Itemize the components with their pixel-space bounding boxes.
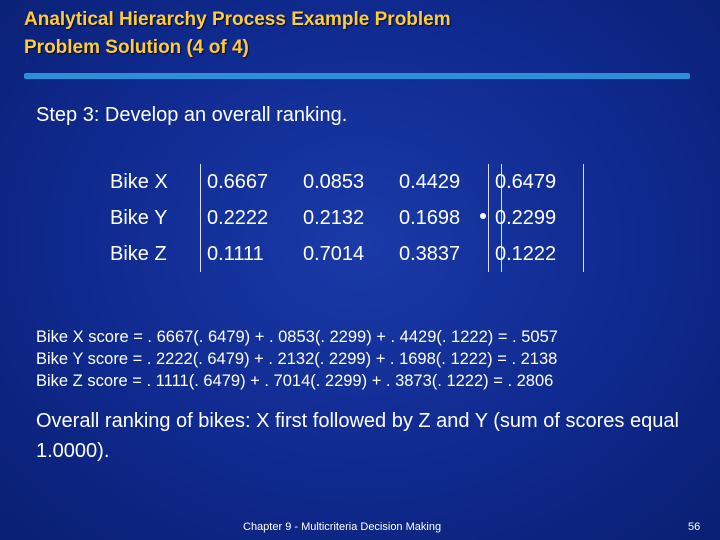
vector-cell: 0.1222	[495, 243, 557, 265]
preference-matrix: 0.6667 0.0853 0.4429 0.2222 0.2132 0.1698 0.…	[200, 164, 502, 272]
score-line-bike-x: Bike X score = . 6667(. 6479) + . 0853(.…	[36, 328, 558, 346]
row-label-bike-z: Bike Z	[110, 243, 167, 265]
step-heading: Step 3: Develop an overall ranking.	[36, 104, 348, 126]
matrix-cell: 0.4429	[399, 171, 461, 193]
matrix-cell: 0.6667	[207, 171, 269, 193]
score-line-bike-z: Bike Z score = . 1111(. 6479) + . 7014(.…	[36, 372, 554, 390]
matrix-cell: 0.1111	[207, 243, 264, 265]
slide-title-line2: Problem Solution (4 of 4)	[24, 37, 249, 58]
criteria-weight-vector: 0.6479 0.2299 0.1222	[488, 164, 584, 272]
row-label-bike-y: Bike Y	[110, 207, 168, 229]
matrix-cell: 0.2132	[303, 207, 365, 229]
page-number: 56	[688, 521, 701, 533]
matrix-cell: 0.3837	[399, 243, 461, 265]
score-calculations: Bike X score = . 6667(. 6479) + . 0853(.…	[36, 326, 558, 392]
matrix-row: 0.1111 0.7014 0.3837	[207, 240, 495, 276]
matrix-cell: 0.2222	[207, 207, 269, 229]
vector-cell: 0.6479	[495, 171, 557, 193]
score-line-bike-y: Bike Y score = . 2222(. 6479) + . 2132(.…	[36, 350, 558, 368]
vector-cell: 0.2299	[495, 207, 557, 229]
overall-ranking-text: Overall ranking of bikes: X first follow…	[36, 410, 679, 462]
slide-title-line1: Analytical Hierarchy Process Example Pro…	[24, 9, 451, 30]
multiplication-dot-icon	[480, 213, 486, 219]
matrix-cell: 0.0853	[303, 171, 365, 193]
matrix-cell: 0.1698	[399, 207, 461, 229]
matrix-row-labels: Bike X Bike Y Bike Z	[110, 168, 168, 276]
matrix-cell: 0.7014	[303, 243, 365, 265]
matrix-row: 0.6667 0.0853 0.4429	[207, 168, 495, 204]
row-label-bike-x: Bike X	[110, 171, 168, 193]
matrix-row: 0.2222 0.2132 0.1698	[207, 204, 495, 240]
footer-chapter: Chapter 9 - Multicriteria Decision Makin…	[243, 521, 442, 533]
slide-title: Analytical Hierarchy Process Example Pro…	[24, 6, 704, 62]
title-divider	[24, 73, 690, 79]
